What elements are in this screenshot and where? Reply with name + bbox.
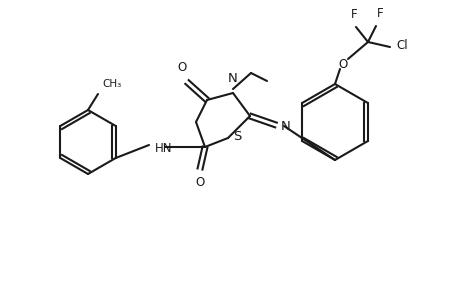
Text: S: S: [233, 130, 241, 142]
Text: Cl: Cl: [395, 38, 407, 52]
Text: N: N: [280, 119, 290, 133]
Text: O: O: [195, 176, 204, 189]
Text: N: N: [228, 72, 237, 85]
Text: F: F: [350, 8, 357, 21]
Text: F: F: [376, 7, 382, 20]
Text: O: O: [177, 61, 186, 74]
Text: CH₃: CH₃: [102, 79, 121, 89]
Text: O: O: [338, 58, 347, 70]
Text: HN: HN: [155, 142, 172, 154]
